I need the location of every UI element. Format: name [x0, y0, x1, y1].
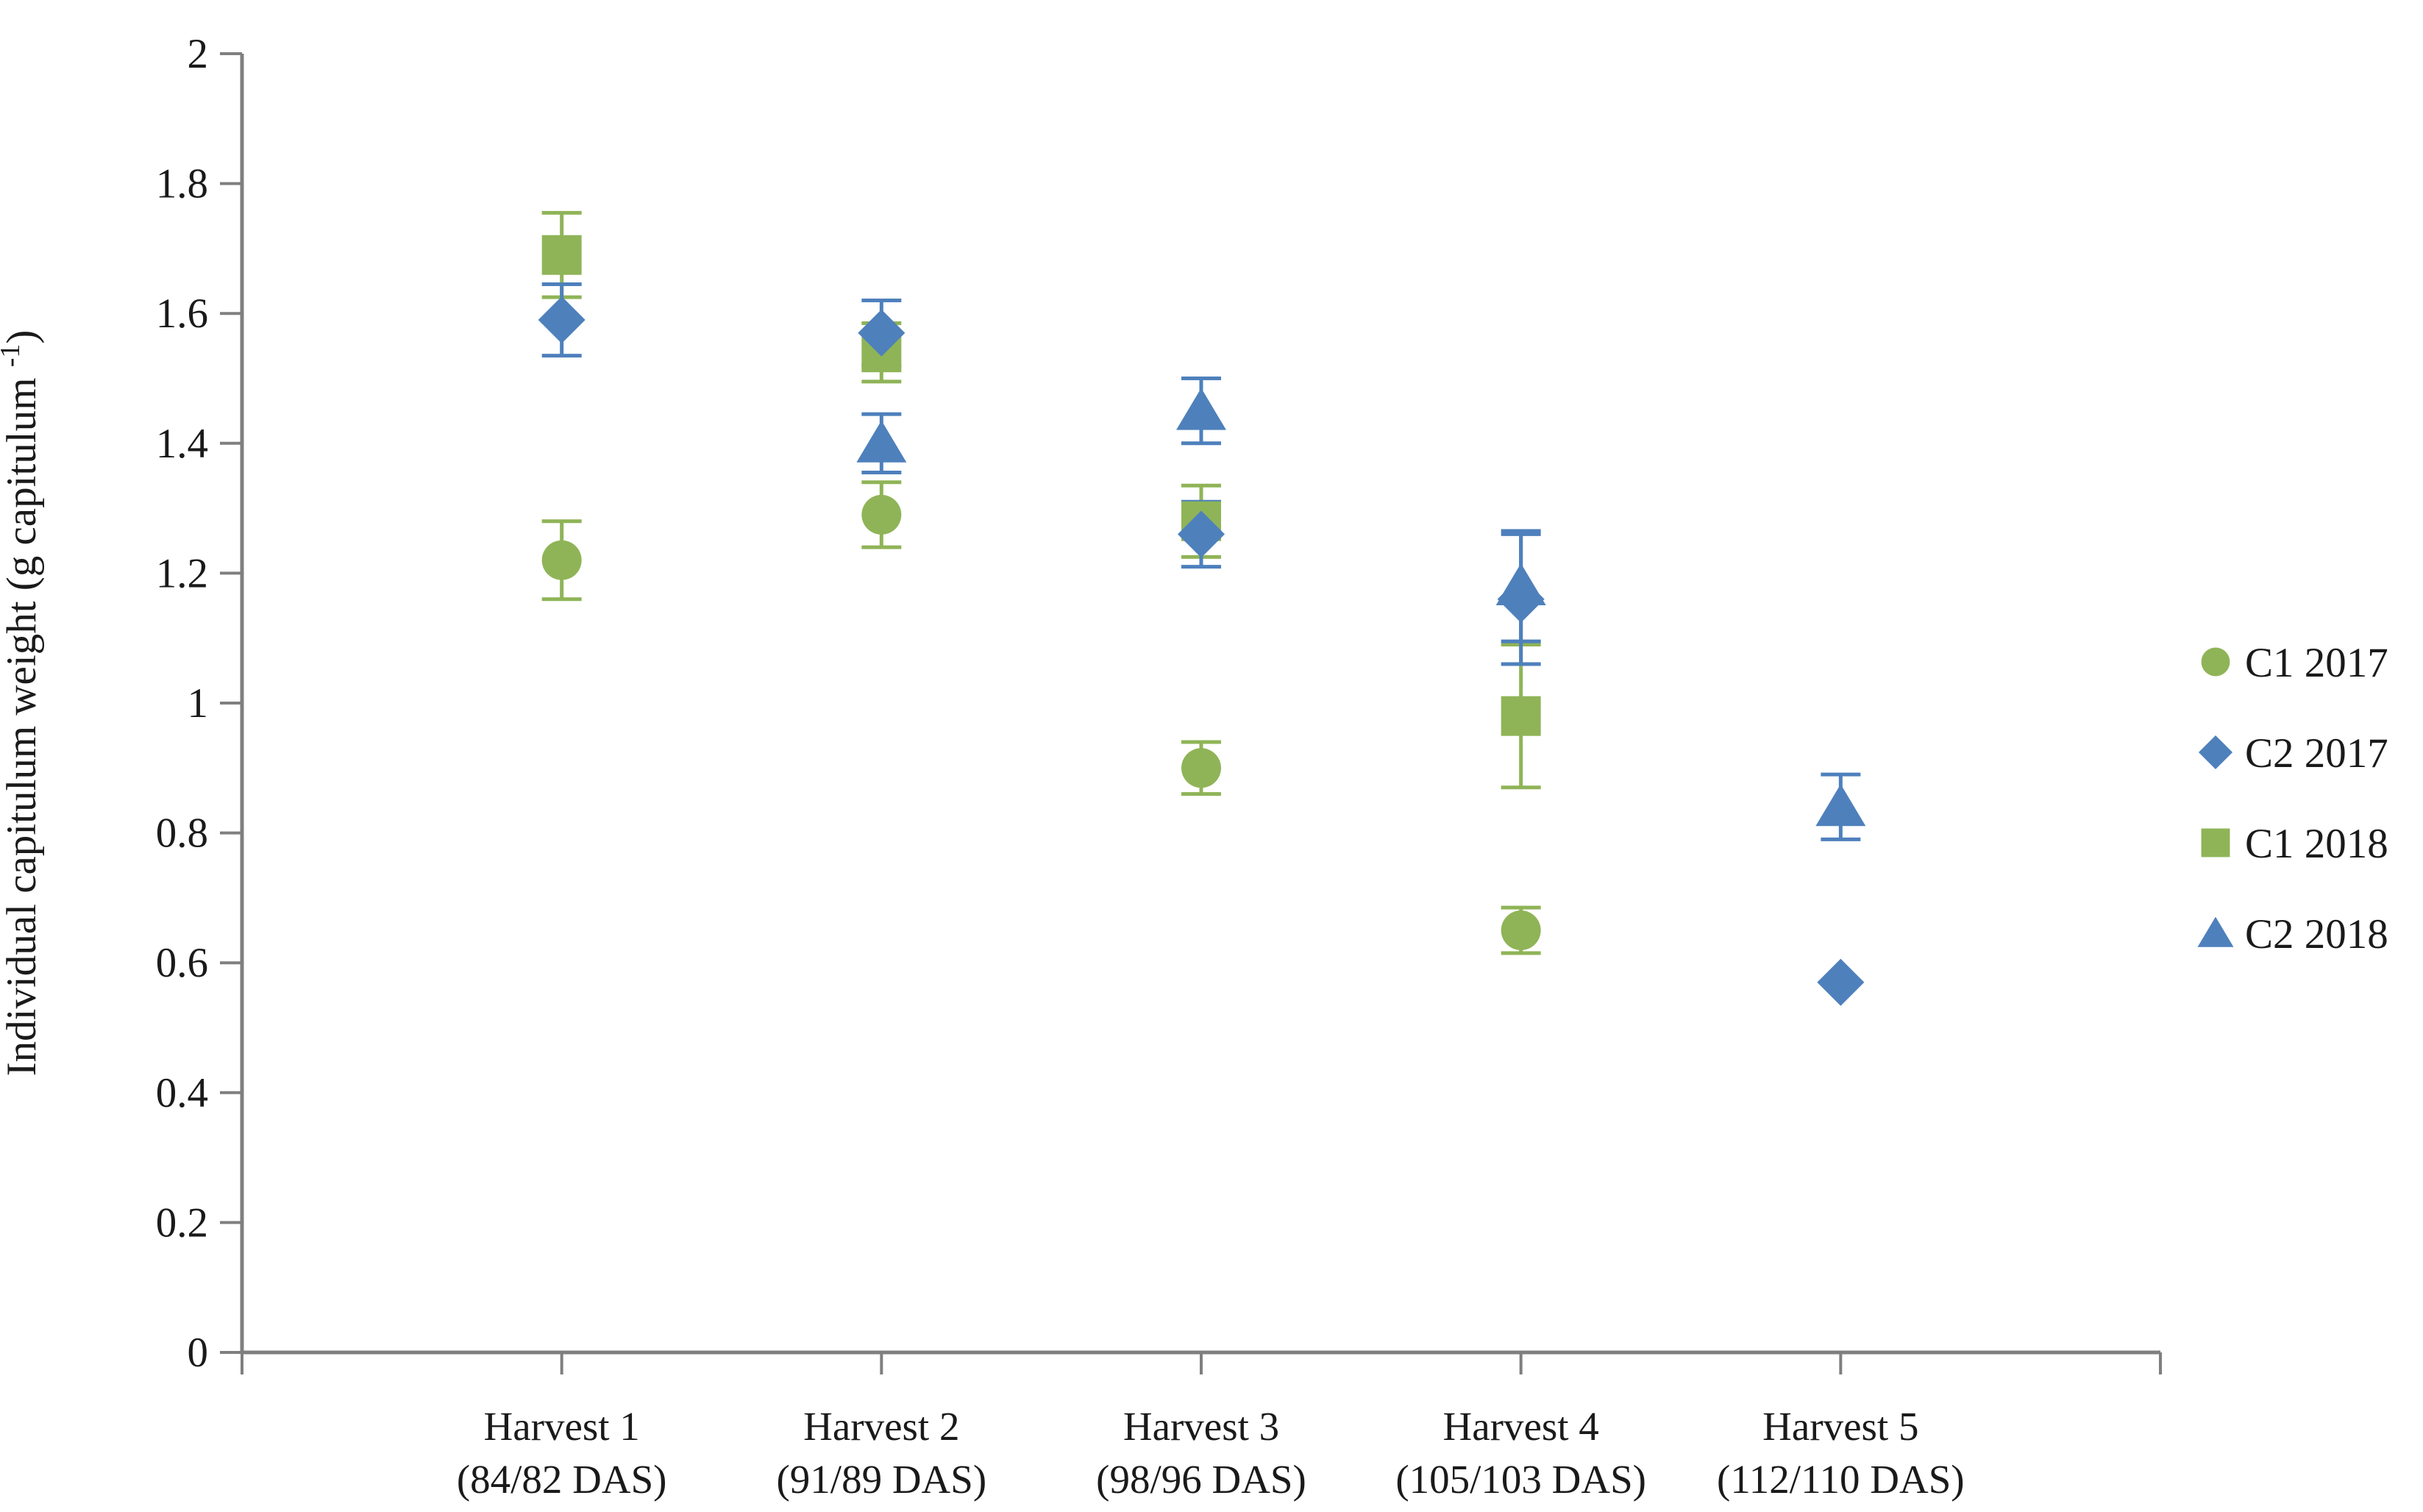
- x-category-label: Harvest 1: [484, 1404, 640, 1449]
- data-point-c1-2017: [1501, 910, 1541, 951]
- x-category-label: Harvest 2: [803, 1404, 959, 1449]
- data-point-c2-2017: [1817, 958, 1865, 1006]
- data-point-c2-2017: [1178, 510, 1225, 558]
- y-tick-label: 2: [188, 31, 209, 77]
- legend-marker-circle: [2201, 647, 2230, 677]
- data-point-c2-2018: [856, 420, 907, 463]
- legend-marker-square: [2201, 828, 2230, 857]
- data-point-c1-2018: [541, 235, 582, 275]
- x-category-label: Harvest 5: [1762, 1404, 1918, 1449]
- x-category-label: Harvest 3: [1123, 1404, 1279, 1449]
- y-tick-label: 0.8: [156, 810, 208, 857]
- y-tick-label: 0: [188, 1330, 209, 1376]
- x-category-sublabel: (91/89 DAS): [776, 1457, 986, 1502]
- x-category-sublabel: (105/103 DAS): [1395, 1457, 1646, 1502]
- y-tick-label: 1.2: [156, 550, 208, 596]
- data-point-c1-2017: [541, 540, 582, 580]
- data-point-c1-2018: [1501, 696, 1541, 736]
- y-tick-label: 0.6: [156, 940, 208, 986]
- y-tick-label: 1.8: [156, 161, 208, 207]
- y-tick-label: 1.4: [156, 421, 208, 467]
- data-point-c2-2017: [538, 296, 586, 344]
- x-category-sublabel: (98/96 DAS): [1096, 1457, 1306, 1502]
- data-point-c1-2017: [1181, 748, 1221, 788]
- legend-marker-triangle: [2197, 916, 2234, 947]
- legend-label: C1 2018: [2245, 821, 2388, 867]
- x-category-sublabel: (112/110 DAS): [1717, 1457, 1965, 1502]
- y-tick-label: 0.4: [156, 1070, 208, 1116]
- data-point-c2-2017: [1497, 575, 1545, 623]
- y-tick-label: 1.6: [156, 290, 208, 337]
- legend-label: C2 2017: [2245, 730, 2388, 777]
- x-category-sublabel: (84/82 DAS): [457, 1457, 667, 1502]
- data-point-c2-2017: [858, 309, 905, 357]
- y-tick-label: 1: [188, 680, 209, 727]
- data-point-c1-2017: [861, 494, 902, 535]
- legend-marker-diamond: [2198, 735, 2233, 770]
- legend-label: C2 2018: [2245, 911, 2388, 958]
- x-category-label: Harvest 4: [1443, 1404, 1599, 1449]
- data-point-c2-2018: [1815, 784, 1866, 827]
- legend-label: C1 2017: [2245, 640, 2388, 686]
- data-point-c2-2018: [1176, 388, 1226, 430]
- y-tick-label: 0.2: [156, 1199, 208, 1246]
- y-axis-title: Individual capitulum weight (g capitulum…: [0, 330, 45, 1077]
